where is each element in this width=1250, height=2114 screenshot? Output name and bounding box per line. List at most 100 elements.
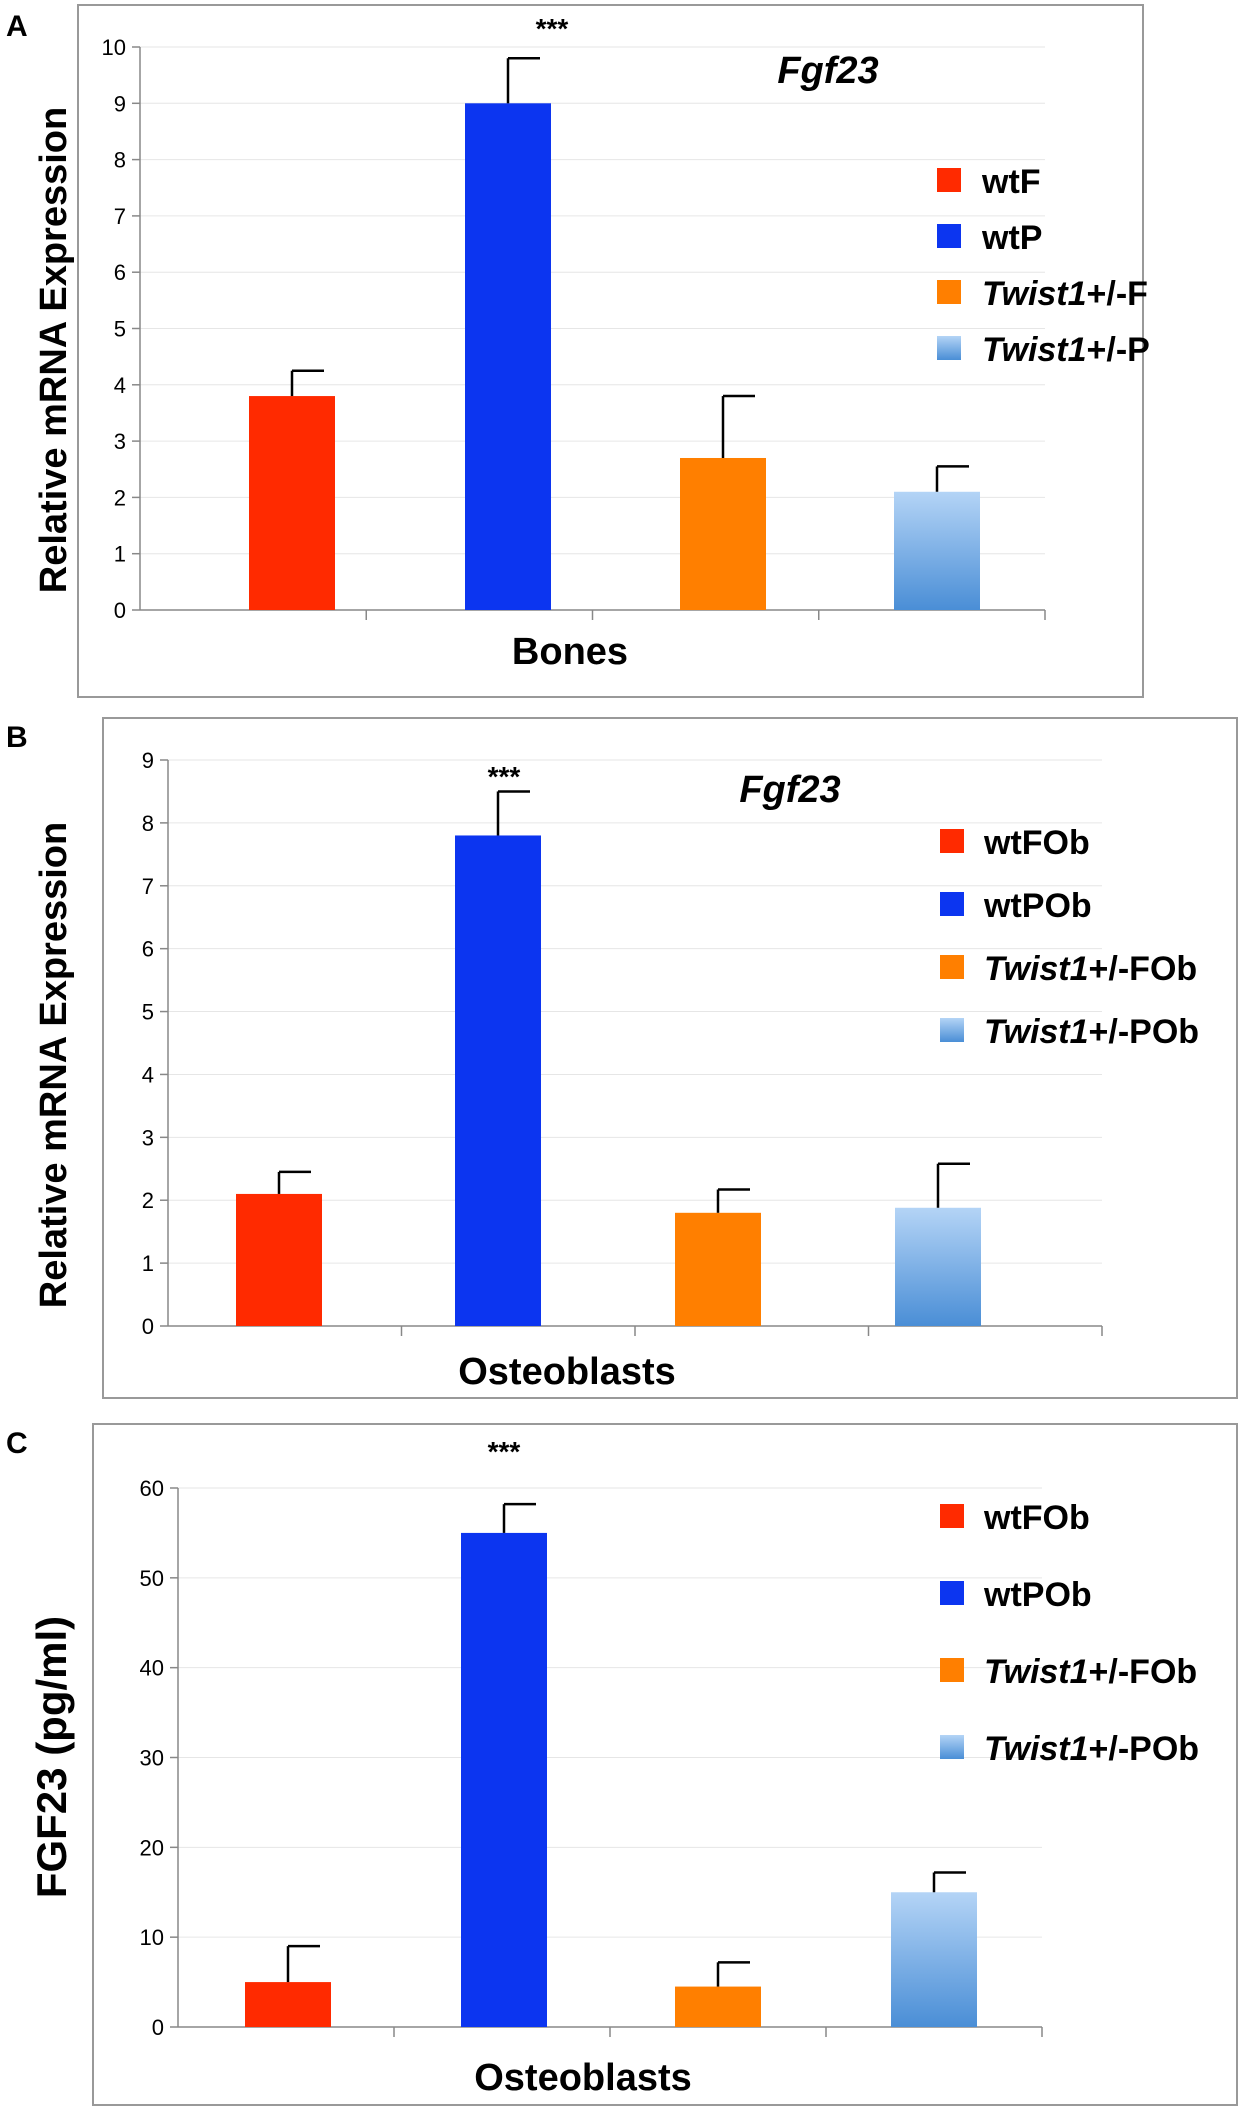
y-tick-label: 6 xyxy=(114,260,126,285)
bar-blue xyxy=(455,835,541,1326)
legend-label-plain: +/-FOb xyxy=(1089,950,1198,988)
panel-letter: A xyxy=(6,10,28,43)
y-tick-label: 0 xyxy=(142,1314,154,1339)
y-tick-label: 7 xyxy=(142,874,154,899)
y-tick-label: 30 xyxy=(140,1746,164,1771)
legend-label: Twist1+/-POb xyxy=(984,1730,1199,1768)
significance-stars: *** xyxy=(536,13,569,44)
y-tick-label: 2 xyxy=(142,1188,154,1213)
significance-stars: *** xyxy=(488,761,521,792)
bar-lightblue xyxy=(895,1207,981,1326)
y-tick-label: 60 xyxy=(140,1476,164,1501)
legend-swatch-red xyxy=(937,168,961,192)
legend-swatch-red xyxy=(940,829,964,853)
legend-swatch-lightblue xyxy=(940,1018,964,1042)
legend-label-plain: wtFOb xyxy=(983,1499,1090,1537)
chart-title: Fgf23 xyxy=(777,50,878,92)
legend-swatch-lightblue xyxy=(940,1735,964,1759)
y-axis-label: Relative mRNA Expression xyxy=(33,107,75,593)
legend-label: wtF xyxy=(981,163,1041,201)
y-tick-label: 20 xyxy=(140,1835,164,1860)
bar-red xyxy=(245,1982,331,2027)
y-tick-label: 0 xyxy=(114,598,126,623)
panel-frame xyxy=(77,4,1144,698)
legend-label: wtPOb xyxy=(983,887,1092,925)
y-tick-label: 40 xyxy=(140,1656,164,1681)
y-tick-label: 50 xyxy=(140,1566,164,1591)
bar-orange xyxy=(675,1212,761,1326)
legend-swatch-lightblue xyxy=(937,336,961,360)
bar-red xyxy=(249,396,335,610)
legend-label-plain: +/-POb xyxy=(1089,1013,1200,1051)
panel-frame xyxy=(102,717,1238,1399)
legend-label-plain: wtF xyxy=(981,163,1041,201)
legend-label-plain: +/-FOb xyxy=(1089,1653,1198,1691)
bar-orange xyxy=(680,457,766,610)
y-axis-label: Relative mRNA Expression xyxy=(33,822,75,1308)
y-tick-label: 10 xyxy=(140,1925,164,1950)
panel-letter: B xyxy=(6,721,28,754)
bar-lightblue xyxy=(894,491,980,610)
y-tick-label: 10 xyxy=(102,35,126,60)
legend-swatch-red xyxy=(940,1504,964,1528)
legend-swatch-orange xyxy=(937,280,961,304)
bar-lightblue xyxy=(891,1892,977,2027)
legend-swatch-blue xyxy=(937,224,961,248)
y-tick-label: 0 xyxy=(152,2015,164,2040)
legend-label-italic: Twist1 xyxy=(984,950,1089,988)
legend-swatch-blue xyxy=(940,892,964,916)
x-axis-label: Bones xyxy=(512,631,628,673)
y-tick-label: 3 xyxy=(114,429,126,454)
chart-title: Fgf23 xyxy=(739,769,840,811)
bar-blue xyxy=(465,103,551,611)
legend-label: Twist1+/-FOb xyxy=(984,950,1197,988)
panel-letter: C xyxy=(6,1427,28,1460)
legend-label-italic: Twist1 xyxy=(984,1653,1089,1691)
y-tick-label: 5 xyxy=(142,1000,154,1025)
legend-swatch-orange xyxy=(940,1658,964,1682)
legend-label-italic: Twist1 xyxy=(982,331,1087,369)
x-axis-label: Osteoblasts xyxy=(458,1351,676,1393)
y-tick-label: 4 xyxy=(114,373,126,398)
bar-red xyxy=(236,1193,322,1326)
bar-orange xyxy=(675,1986,761,2027)
y-tick-label: 3 xyxy=(142,1125,154,1150)
legend-label: wtFOb xyxy=(983,824,1090,862)
legend-label: wtP xyxy=(981,219,1042,257)
legend-label: wtFOb xyxy=(983,1499,1090,1537)
y-tick-label: 4 xyxy=(142,1062,154,1087)
legend-label: Twist1+/-F xyxy=(982,275,1148,313)
y-tick-label: 7 xyxy=(114,204,126,229)
legend-label-plain: +/-F xyxy=(1087,275,1148,313)
legend-label: wtPOb xyxy=(983,1576,1092,1614)
y-tick-label: 1 xyxy=(142,1251,154,1276)
y-tick-label: 5 xyxy=(114,317,126,342)
y-tick-label: 8 xyxy=(114,148,126,173)
legend-label: Twist1+/-POb xyxy=(984,1013,1199,1051)
panel-b: B 0 1 2 3 4 5 6 7 8 9 *** Fgf23 Relative mRNA Express… xyxy=(6,717,1238,1399)
y-tick-label: 9 xyxy=(142,748,154,773)
panel-a: A 0 1 2 3 4 5 6 7 8 9 10 *** Fgf23 Relative mRNA Expre… xyxy=(6,4,1150,698)
legend-label-italic: Twist1 xyxy=(984,1013,1089,1051)
panel-frame xyxy=(92,1423,1238,2106)
legend-label-plain: +/-P xyxy=(1087,331,1150,369)
legend-label-plain: wtFOb xyxy=(983,824,1090,862)
legend-label: Twist1+/-FOb xyxy=(984,1653,1197,1691)
legend-label: Twist1+/-P xyxy=(982,331,1150,369)
legend-swatch-orange xyxy=(940,955,964,979)
y-tick-label: 2 xyxy=(114,485,126,510)
legend-label-italic: Twist1 xyxy=(982,275,1087,313)
y-tick-label: 8 xyxy=(142,811,154,836)
legend-label-plain: wtPOb xyxy=(983,887,1092,925)
y-axis-label: FGF23 (pg/ml) xyxy=(28,1616,75,1898)
legend-swatch-blue xyxy=(940,1581,964,1605)
y-tick-label: 6 xyxy=(142,937,154,962)
legend-label-plain: wtPOb xyxy=(983,1576,1092,1614)
y-tick-label: 9 xyxy=(114,91,126,116)
legend-label-italic: Twist1 xyxy=(984,1730,1089,1768)
panel-c: C 0 10 20 30 40 50 60 *** FGF23 (pg/ml) Osteoblast… xyxy=(6,1423,1238,2106)
x-axis-label: Osteoblasts xyxy=(474,2057,692,2099)
